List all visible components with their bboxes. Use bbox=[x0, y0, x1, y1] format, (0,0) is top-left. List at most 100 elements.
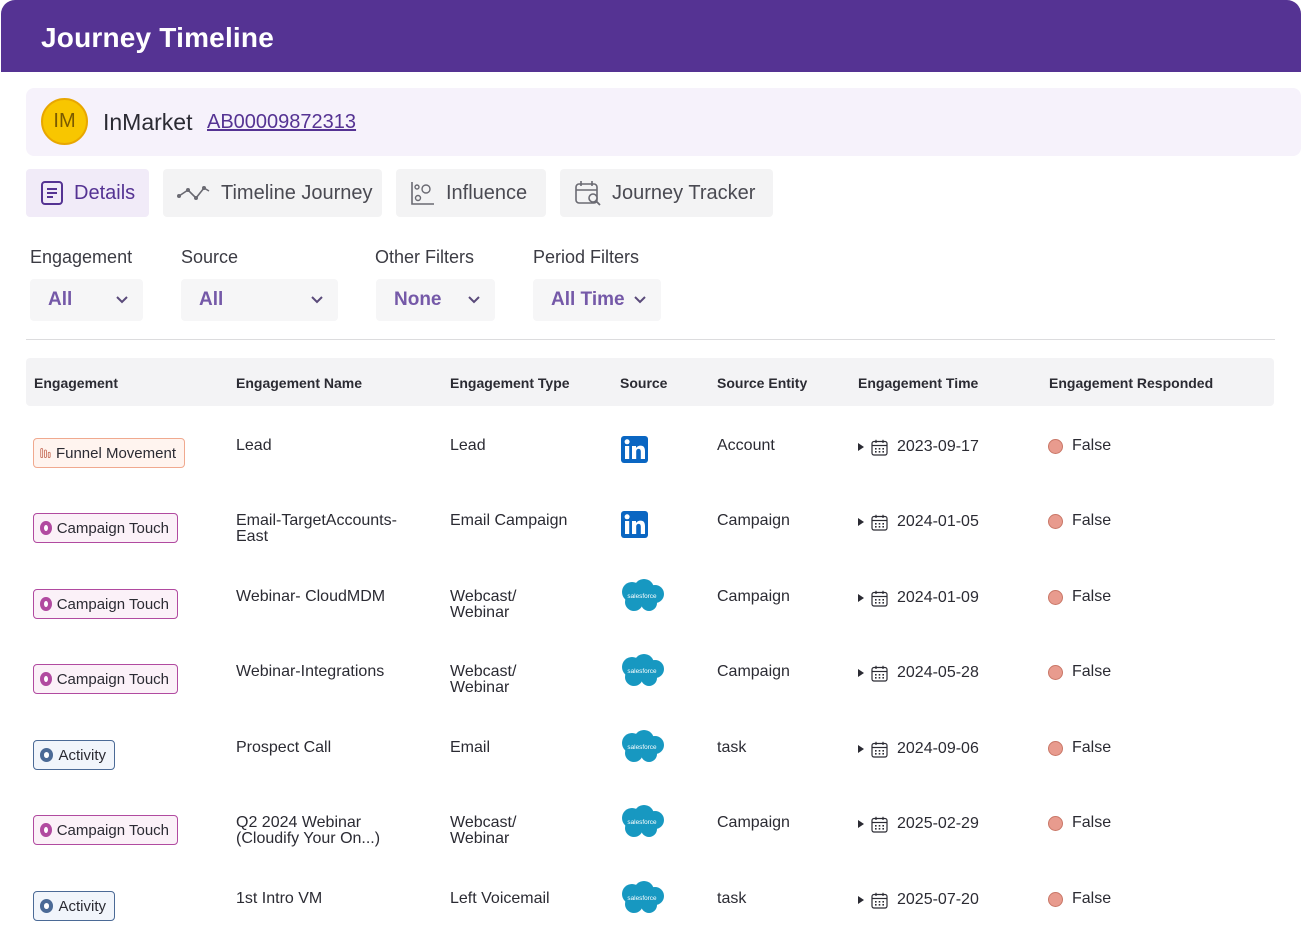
engagement-badge[interactable]: Funnel Movement bbox=[33, 438, 185, 468]
engagement-type-cell: Email Campaign bbox=[450, 513, 567, 529]
source-entity-cell: task bbox=[717, 890, 747, 907]
engagement-time: 2024-09-06 bbox=[897, 740, 979, 757]
engagement-type-line: Webcast/ bbox=[450, 814, 517, 831]
status-dot-icon bbox=[1048, 740, 1063, 756]
campaign-ring-icon bbox=[40, 672, 52, 686]
source-salesforce: salesforce bbox=[619, 805, 665, 844]
engagement-responded-cell: False bbox=[1048, 512, 1111, 530]
calendar-icon bbox=[871, 439, 888, 456]
source-linkedin bbox=[621, 511, 648, 543]
chevron-down-icon bbox=[311, 296, 323, 304]
expand-caret-icon[interactable] bbox=[858, 896, 864, 904]
tab-label: Details bbox=[74, 181, 136, 204]
source-entity-cell: Campaign bbox=[717, 663, 790, 680]
calendar-icon bbox=[871, 741, 888, 758]
engagement-time-cell[interactable]: 2024-01-05 bbox=[858, 513, 979, 531]
tab-timeline-journey[interactable]: Timeline Journey bbox=[163, 169, 382, 217]
column-header[interactable]: Source Entity bbox=[717, 375, 808, 391]
engagement-name-cell: Webinar- CloudMDM bbox=[236, 589, 385, 605]
engagement-time: 2024-01-09 bbox=[897, 589, 979, 606]
engagement-filter-dropdown[interactable]: All bbox=[30, 279, 143, 321]
campaign-ring-icon bbox=[40, 597, 52, 611]
engagement-type-cell: Lead bbox=[450, 438, 486, 454]
calendar-icon bbox=[871, 892, 888, 909]
engagement-time-cell[interactable]: 2025-02-29 bbox=[858, 815, 979, 833]
activity-ring-icon bbox=[40, 748, 54, 762]
expand-caret-icon[interactable] bbox=[858, 669, 864, 677]
salesforce-icon: salesforce bbox=[622, 654, 664, 686]
engagement-type-line: Webcast/ bbox=[450, 588, 517, 605]
tab-influence[interactable]: Influence bbox=[396, 169, 546, 217]
engagement-badge[interactable]: Campaign Touch bbox=[33, 513, 178, 543]
engagement-type-cell: Webcast/Webinar bbox=[450, 815, 516, 847]
engagement-time-cell[interactable]: 2023-09-17 bbox=[858, 438, 979, 456]
table-header: Engagement Engagement Name Engagement Ty… bbox=[26, 358, 1274, 406]
engagement-name-line: Webinar-Integrations bbox=[236, 663, 385, 680]
tab-journey-tracker[interactable]: Journey Tracker bbox=[560, 169, 773, 217]
filter-value: All Time bbox=[551, 289, 625, 310]
responded-value: False bbox=[1072, 512, 1112, 529]
expand-caret-icon[interactable] bbox=[858, 594, 864, 602]
engagement-responded-cell: False bbox=[1048, 814, 1111, 832]
engagement-time-cell[interactable]: 2024-09-06 bbox=[858, 740, 979, 758]
engagement-name-line: Webinar- CloudMDM bbox=[236, 588, 386, 605]
period-filter-dropdown[interactable]: All Time bbox=[533, 279, 661, 321]
source-salesforce: salesforce bbox=[619, 881, 665, 920]
other-filters-dropdown[interactable]: None bbox=[376, 279, 495, 321]
expand-caret-icon[interactable] bbox=[858, 820, 864, 828]
column-header[interactable]: Engagement bbox=[34, 375, 119, 391]
engagement-time-cell[interactable]: 2024-01-09 bbox=[858, 589, 979, 607]
column-header[interactable]: Engagement Type bbox=[450, 375, 570, 391]
source-salesforce: salesforce bbox=[619, 654, 665, 693]
salesforce-logo-text: salesforce bbox=[627, 744, 657, 751]
account-id-link[interactable]: AB00009872313 bbox=[207, 111, 357, 133]
engagement-badge[interactable]: Activity bbox=[33, 740, 115, 770]
engagement-name-line: Q2 2024 Webinar bbox=[236, 814, 362, 831]
salesforce-icon: salesforce bbox=[622, 881, 664, 913]
engagement-type-line: Webinar bbox=[450, 830, 510, 847]
engagement-badge[interactable]: Campaign Touch bbox=[33, 815, 178, 845]
column-header[interactable]: Engagement Responded bbox=[1049, 375, 1214, 391]
status-dot-icon bbox=[1048, 664, 1063, 680]
engagement-badge[interactable]: Campaign Touch bbox=[33, 589, 178, 619]
engagement-time-cell[interactable]: 2025-07-20 bbox=[858, 891, 979, 909]
account-card: IM InMarket AB00009872313 bbox=[26, 88, 1301, 156]
status-dot-icon bbox=[1048, 438, 1063, 454]
engagement-badge[interactable]: Campaign Touch bbox=[33, 664, 178, 694]
source-entity-cell: Campaign bbox=[717, 814, 790, 831]
source-filter-dropdown[interactable]: All bbox=[181, 279, 338, 321]
engagement-label: Activity bbox=[58, 746, 106, 764]
filter-label-other: Other Filters bbox=[375, 247, 475, 267]
engagement-time-cell[interactable]: 2024-05-28 bbox=[858, 664, 979, 682]
engagement-time: 2025-07-20 bbox=[897, 891, 979, 908]
filter-label-engagement: Engagement bbox=[30, 247, 133, 267]
responded-value: False bbox=[1072, 588, 1112, 605]
source-entity-cell: Campaign bbox=[717, 588, 790, 605]
filter-value: All bbox=[199, 289, 224, 310]
engagement-name-line: East bbox=[236, 528, 269, 545]
engagement-name-line: Prospect Call bbox=[236, 739, 332, 756]
engagement-type-cell: Webcast/Webinar bbox=[450, 589, 516, 621]
salesforce-logo-text: salesforce bbox=[627, 668, 657, 675]
expand-caret-icon[interactable] bbox=[858, 443, 864, 451]
source-linkedin bbox=[621, 436, 648, 468]
column-header[interactable]: Engagement Name bbox=[236, 375, 363, 391]
salesforce-icon: salesforce bbox=[622, 805, 664, 837]
column-header[interactable]: Engagement Time bbox=[858, 375, 979, 391]
engagement-name-cell: Q2 2024 Webinar (Cloudify Your On...) bbox=[236, 815, 380, 847]
status-dot-icon bbox=[1048, 589, 1063, 605]
expand-caret-icon[interactable] bbox=[858, 518, 864, 526]
tab-label: Timeline Journey bbox=[221, 181, 373, 204]
linkedin-icon bbox=[621, 436, 648, 463]
tab-details[interactable]: Details bbox=[26, 169, 149, 217]
engagement-label: Funnel Movement bbox=[55, 444, 176, 462]
column-header[interactable]: Source bbox=[620, 375, 668, 391]
expand-caret-icon[interactable] bbox=[858, 745, 864, 753]
chevron-down-icon bbox=[468, 296, 480, 304]
source-salesforce: salesforce bbox=[619, 579, 665, 618]
activity-ring-icon bbox=[40, 899, 54, 913]
influence-chart-icon bbox=[411, 182, 434, 205]
source-salesforce: salesforce bbox=[619, 730, 665, 769]
engagement-badge[interactable]: Activity bbox=[33, 891, 115, 921]
filter-value: None bbox=[394, 289, 442, 310]
